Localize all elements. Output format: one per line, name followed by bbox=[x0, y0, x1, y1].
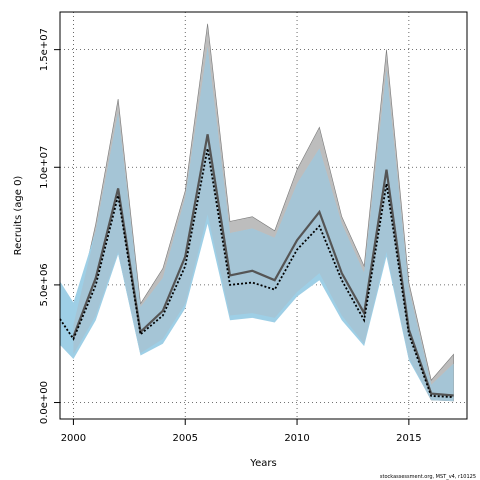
estimate-lines bbox=[59, 134, 454, 399]
x-tick-label: 2000 bbox=[61, 433, 86, 444]
plot-frame bbox=[59, 11, 468, 420]
y-axis: 0.0e+00 5.0e+06 1.0e+07 1.5e+07 bbox=[39, 28, 60, 424]
x-axis-title: Years bbox=[249, 458, 276, 469]
footer-note: stockassessment.org, MST_v4, r10125 bbox=[380, 474, 476, 480]
y-axis-title: Recruits (age 0) bbox=[13, 176, 24, 256]
x-axis: 2000 2005 2010 2015 bbox=[61, 419, 422, 444]
confidence-bands bbox=[60, 23, 454, 402]
y-tick-label: 0.0e+00 bbox=[39, 381, 50, 424]
x-tick-label: 2010 bbox=[284, 433, 309, 444]
y-tick-label: 1.5e+07 bbox=[39, 28, 50, 71]
band-overlap bbox=[73, 47, 454, 401]
y-tick-label: 5.0e+06 bbox=[39, 263, 50, 306]
y-tick-label: 1.0e+07 bbox=[39, 146, 50, 189]
x-tick-label: 2005 bbox=[173, 433, 198, 444]
x-tick-label: 2015 bbox=[396, 433, 421, 444]
